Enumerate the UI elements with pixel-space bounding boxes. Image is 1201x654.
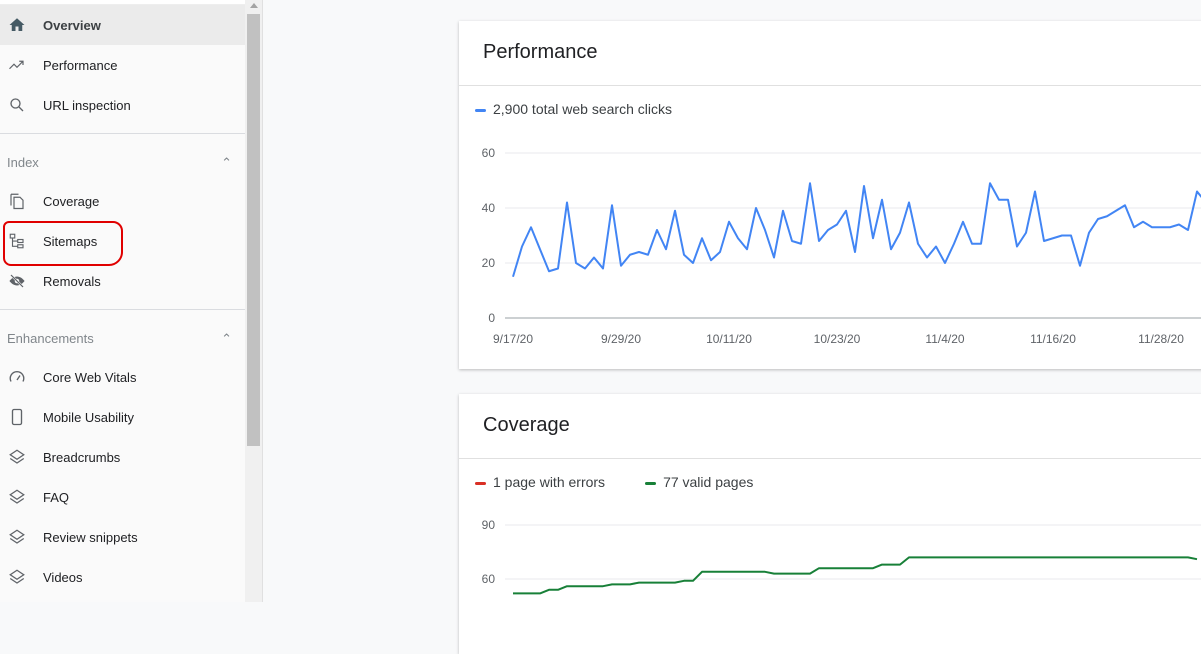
sidebar-item-label: Mobile Usability xyxy=(43,409,135,425)
series-line xyxy=(512,182,1201,278)
divider xyxy=(0,133,245,134)
y-tick-label: 0 xyxy=(488,311,495,325)
y-tick-label: 60 xyxy=(482,146,496,160)
sidebar-top-edge xyxy=(0,0,245,5)
sidebar-item-label: Performance xyxy=(43,57,118,73)
layers-icon xyxy=(8,568,26,586)
sidebar-item-breadcrumbs[interactable]: Breadcrumbs xyxy=(0,437,245,477)
performance-chart: 0 20 40 60 9/17/20 9/29/20 10/11/20 10/23/20 11/… xyxy=(482,146,1201,346)
chart-legend: 1 page with errors 77 valid pages xyxy=(475,474,753,490)
legend-swatch xyxy=(475,481,486,485)
y-tick-label: 20 xyxy=(482,256,496,270)
file-copy-icon xyxy=(8,192,26,210)
sidebar-scrollbar[interactable] xyxy=(245,0,263,602)
sidebar-item-label: Sitemaps xyxy=(43,233,98,249)
divider xyxy=(459,85,1201,86)
scrollbar-thumb[interactable] xyxy=(247,14,260,446)
x-tick-label: 11/4/20 xyxy=(925,332,964,346)
sidebar-item-review-snippets[interactable]: Review snippets xyxy=(0,517,245,557)
sidebar-item-label: Breadcrumbs xyxy=(43,449,121,465)
section-index-header[interactable]: Index ⌃ xyxy=(7,155,232,171)
coverage-card[interactable]: Coverage 1 page with errors 77 valid pag… xyxy=(459,394,1201,654)
legend-item[interactable]: 2,900 total web search clicks xyxy=(475,101,672,117)
sitemap-icon xyxy=(8,232,26,250)
x-tick-label: 9/17/20 xyxy=(493,332,533,346)
sidebar-item-url-inspection[interactable]: URL inspection xyxy=(0,85,245,125)
x-tick-label: 10/11/20 xyxy=(706,332,752,346)
sidebar-item-videos[interactable]: Videos xyxy=(0,557,245,597)
phone-icon xyxy=(8,408,26,426)
sidebar-item-core-web-vitals[interactable]: Core Web Vitals xyxy=(0,357,245,397)
sidebar-item-sitemaps[interactable]: Sitemaps xyxy=(0,221,245,261)
sidebar-item-label: URL inspection xyxy=(43,97,131,113)
legend-item-errors[interactable]: 1 page with errors xyxy=(475,474,605,490)
sidebar-item-label: Core Web Vitals xyxy=(43,369,137,385)
sidebar-item-performance[interactable]: Performance xyxy=(0,45,245,85)
divider xyxy=(459,458,1201,459)
trending-up-icon xyxy=(8,56,26,74)
layers-icon xyxy=(8,488,26,506)
divider xyxy=(0,309,245,310)
y-tick-label: 90 xyxy=(482,518,496,532)
y-tick-label: 60 xyxy=(482,572,496,586)
sidebar: Overview Performance URL inspection Inde… xyxy=(0,0,245,602)
layers-icon xyxy=(8,528,26,546)
home-icon xyxy=(8,16,26,34)
layers-icon xyxy=(8,448,26,466)
search-icon xyxy=(8,96,26,114)
chart-legend: 2,900 total web search clicks xyxy=(475,101,672,117)
coverage-chart: 60 90 xyxy=(482,518,1201,595)
section-enhancements-header[interactable]: Enhancements ⌃ xyxy=(7,331,232,347)
chevron-up-icon[interactable]: ⌃ xyxy=(221,155,232,170)
speedometer-icon xyxy=(8,368,26,386)
x-tick-label: 9/29/20 xyxy=(601,332,641,346)
legend-swatch xyxy=(475,108,486,112)
red-annotation-circle xyxy=(3,221,123,266)
legend-item-valid[interactable]: 77 valid pages xyxy=(645,474,753,490)
sidebar-item-label: Overview xyxy=(43,17,101,33)
card-title: Performance xyxy=(483,41,598,63)
card-title: Coverage xyxy=(483,414,570,436)
sidebar-item-faq[interactable]: FAQ xyxy=(0,477,245,517)
scroll-up-arrow-icon[interactable] xyxy=(250,3,258,8)
legend-label: 2,900 total web search clicks xyxy=(493,101,672,117)
sidebar-item-removals[interactable]: Removals xyxy=(0,261,245,301)
section-title: Enhancements xyxy=(7,331,94,346)
sidebar-item-label: FAQ xyxy=(43,489,70,505)
performance-card[interactable]: Performance 2,900 total web search click… xyxy=(459,21,1201,369)
legend-swatch xyxy=(645,481,657,485)
sidebar-item-coverage[interactable]: Coverage xyxy=(0,181,245,221)
legend-label: 1 page with errors xyxy=(493,474,606,490)
x-tick-label: 11/16/20 xyxy=(1030,332,1076,346)
sidebar-item-label: Removals xyxy=(43,273,101,289)
section-title: Index xyxy=(7,155,39,170)
legend-label: 77 valid pages xyxy=(663,474,754,490)
y-tick-label: 40 xyxy=(482,201,496,215)
sidebar-item-label: Videos xyxy=(43,569,83,585)
chevron-up-icon[interactable]: ⌃ xyxy=(221,331,232,346)
x-tick-label: 10/23/20 xyxy=(814,332,861,346)
sidebar-item-label: Coverage xyxy=(43,193,100,209)
x-tick-label: 11/28/20 xyxy=(1138,332,1184,346)
sidebar-item-label: Review snippets xyxy=(43,529,138,545)
sidebar-item-overview[interactable]: Overview xyxy=(0,5,245,45)
eye-off-icon xyxy=(8,272,26,290)
series-line xyxy=(513,556,1198,595)
sidebar-item-mobile-usability[interactable]: Mobile Usability xyxy=(0,397,245,437)
